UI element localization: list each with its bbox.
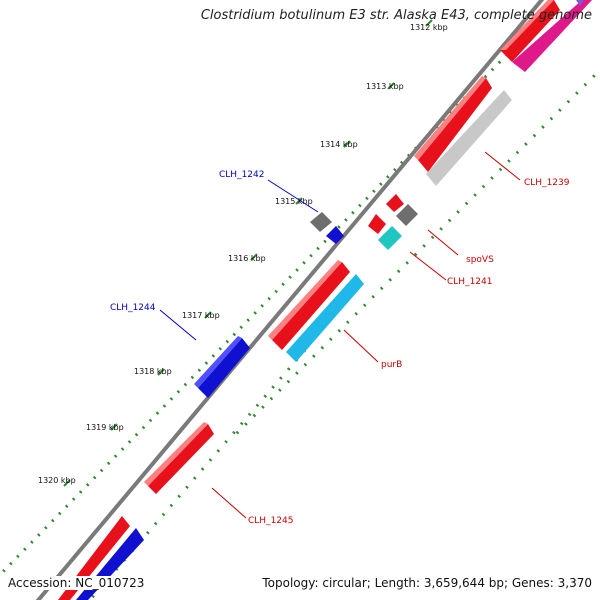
- gene-small-grey[interactable]: [396, 204, 418, 226]
- gene-top-pink[interactable]: [512, 0, 592, 72]
- inner-track-dots: [228, 67, 600, 442]
- kbp-label-1318: 1318 kbp: [134, 367, 172, 376]
- gene-label-clh1245[interactable]: CLH_1245: [248, 516, 293, 526]
- map-title: Clostridium botulinum E3 str. Alaska E43…: [200, 8, 592, 23]
- gene-purb-red[interactable]: [268, 260, 350, 350]
- genome-backbone: [35, 0, 545, 600]
- kbp-label-1316: 1316 kbp: [228, 254, 266, 263]
- kbp-label-1312: 1312 kbp: [410, 23, 448, 32]
- gene-label-spovs[interactable]: spoVS: [466, 255, 494, 265]
- leader-lines: [159, 151, 521, 519]
- kbp-ticks: [63, 19, 433, 487]
- gene-clh1245-red[interactable]: [144, 422, 214, 494]
- gene-top-purple[interactable]: [576, 0, 584, 6]
- gene-small-red-2[interactable]: [368, 214, 386, 234]
- kbp-label-1319: 1319 kbp: [86, 423, 124, 432]
- gene-spovs-red[interactable]: [386, 194, 404, 212]
- gene-clh1241-teal[interactable]: [378, 226, 402, 250]
- kbp-label-1317: 1317 kbp: [182, 311, 220, 320]
- gene-label-clh1239[interactable]: CLH_1239: [524, 178, 570, 188]
- genome-summary: Topology: circular; Length: 3,659,644 bp…: [262, 576, 592, 590]
- kbp-label-1313: 1313 kbp: [366, 82, 404, 91]
- kbp-label-1314: 1314 kbp: [320, 140, 358, 149]
- gene-label-clh1241[interactable]: CLH_1241: [447, 277, 492, 287]
- kbp-label-1315: 1315 kbp: [275, 197, 313, 206]
- gene-top-red[interactable]: [500, 0, 560, 62]
- gene-clh1242-grey[interactable]: [310, 212, 332, 232]
- gene-clh1239-grey[interactable]: [426, 90, 512, 186]
- kbp-label-1320: 1320 kbp: [38, 476, 76, 485]
- accession-label: Accession: NC_010723: [8, 576, 145, 590]
- gene-label-purb[interactable]: purB: [381, 360, 402, 370]
- gene-purb-cyan[interactable]: [286, 274, 364, 362]
- gene-label-clh1242[interactable]: CLH_1242: [219, 170, 264, 180]
- gene-clh1239-red[interactable]: [414, 76, 492, 172]
- gene-clh1242-blue[interactable]: [326, 226, 344, 244]
- gene-clh1244-blue[interactable]: [194, 336, 250, 398]
- gene-label-clh1244[interactable]: CLH_1244: [110, 303, 156, 313]
